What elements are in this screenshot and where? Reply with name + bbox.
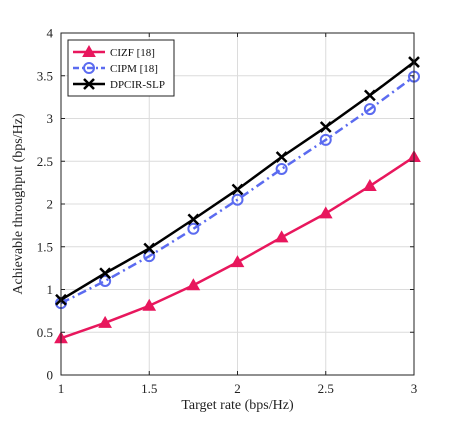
series-layer bbox=[54, 56, 421, 344]
data-point bbox=[230, 255, 245, 268]
data-point bbox=[98, 315, 112, 328]
legend-marker bbox=[83, 62, 95, 74]
x-tick-label: 2.5 bbox=[318, 381, 334, 396]
data-point bbox=[363, 89, 376, 102]
y-tick-label: 3 bbox=[47, 111, 54, 126]
legend-marker bbox=[82, 44, 96, 57]
data-point bbox=[186, 278, 201, 291]
data-point bbox=[363, 179, 377, 192]
series-line bbox=[60, 75, 415, 305]
data-point bbox=[187, 222, 200, 235]
y-tick-label: 0 bbox=[47, 368, 54, 383]
data-point bbox=[275, 151, 288, 163]
y-tick-label: 0.5 bbox=[37, 325, 53, 340]
x-tick-label: 1 bbox=[58, 381, 65, 396]
x-tick-label: 2 bbox=[234, 381, 241, 396]
x-tick-label: 1.5 bbox=[141, 381, 157, 396]
data-point bbox=[143, 250, 156, 263]
legend-label: CIPM [18] bbox=[110, 63, 158, 75]
y-tick-label: 1 bbox=[47, 282, 54, 297]
data-point bbox=[363, 103, 376, 116]
x-axis-label: Target rate (bps/Hz) bbox=[181, 398, 294, 413]
ticks: 1 1.5 2 2.5 3 0 0.5 1 1.5 2 2.5 3 3.5 4 bbox=[37, 26, 418, 397]
legend-label: DPCIR-SLP bbox=[110, 79, 165, 91]
series-0 bbox=[54, 149, 421, 344]
y-tick-label: 1.5 bbox=[37, 239, 53, 254]
data-point bbox=[231, 193, 244, 206]
data-point bbox=[275, 162, 288, 175]
data-point bbox=[143, 242, 156, 255]
data-point bbox=[318, 206, 333, 219]
data-point bbox=[319, 121, 332, 133]
data-point bbox=[187, 213, 200, 226]
y-tick-label: 2 bbox=[47, 197, 54, 212]
x-tick-label: 3 bbox=[411, 381, 418, 396]
y-tick-label: 2.5 bbox=[37, 154, 53, 169]
legend-label: CIZF [18] bbox=[110, 47, 155, 59]
data-point bbox=[319, 133, 332, 146]
legend-marker bbox=[83, 78, 95, 90]
data-point bbox=[99, 267, 112, 280]
data-point bbox=[274, 230, 289, 243]
y-tick-label: 4 bbox=[47, 26, 54, 41]
data-point bbox=[231, 183, 244, 196]
data-point bbox=[142, 298, 157, 311]
y-tick-label: 3.5 bbox=[37, 68, 53, 83]
data-point bbox=[99, 274, 112, 287]
legend: CIZF [18] CIPM [18] DPCIR-SLP bbox=[67, 39, 175, 97]
y-axis-label: Achievable throughput (bps/Hz) bbox=[11, 113, 26, 295]
